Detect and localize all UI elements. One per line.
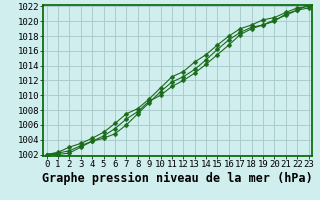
X-axis label: Graphe pression niveau de la mer (hPa): Graphe pression niveau de la mer (hPa) (42, 172, 313, 185)
